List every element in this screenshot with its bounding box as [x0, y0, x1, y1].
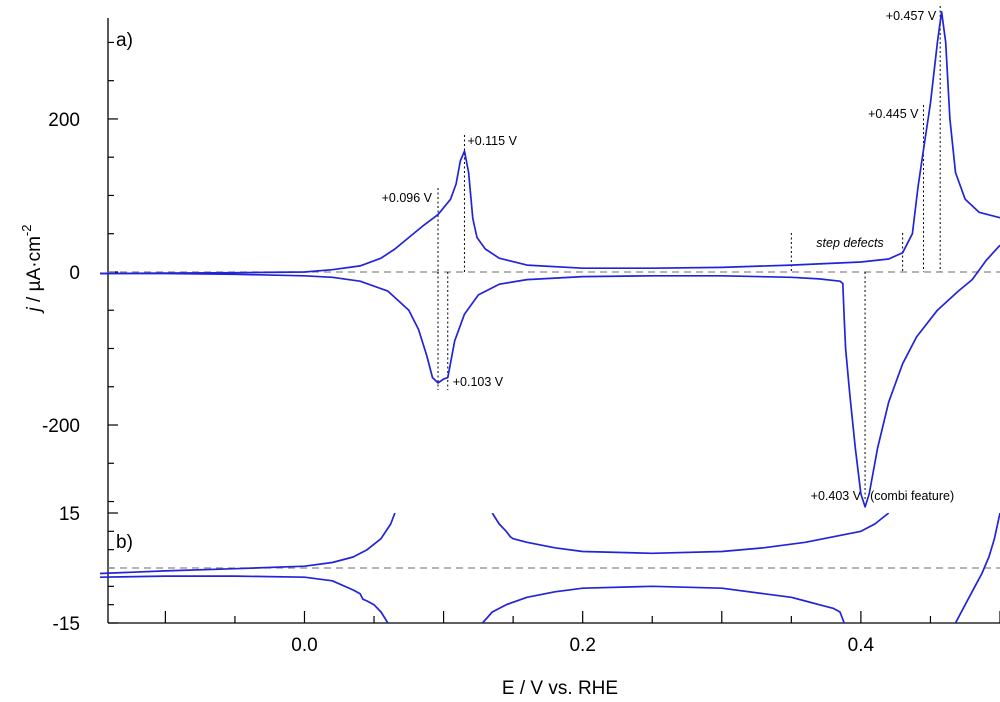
y-axis-label: j / µA·cm-2: [19, 225, 45, 315]
annotation-label: +0.445 V: [868, 107, 919, 121]
x-tick-label: 0.2: [569, 635, 595, 656]
y-tick-label-a: 200: [48, 110, 80, 131]
panel-b-series: [100, 513, 1000, 623]
series-line-2: [100, 575, 389, 623]
annotation-label: +0.115 V: [467, 134, 517, 148]
annotation-label: +0.096 V: [382, 191, 433, 205]
panel-a-label: a): [116, 30, 133, 51]
y-axis-title: j / µA·cm-2: [19, 225, 45, 315]
series-line-3: [481, 585, 845, 623]
y-tick-label-a: 0: [69, 263, 80, 284]
panel-a-axes: -200 0 200: [42, 18, 118, 513]
annotation-label: step defects: [816, 236, 883, 250]
y-tick-label-b: 15: [59, 504, 80, 525]
annotation-label: (combi feature): [870, 489, 954, 503]
annotation-label: +0.457 V: [886, 9, 937, 23]
y-tick-label-a: -200: [42, 416, 80, 437]
panel-a-markers: +0.096 V +0.115 V +0.103 V +0.445 V +0.457 V…: [382, 6, 954, 503]
panel-b-axes: -15 15 0.0 0.2 0.4: [53, 504, 1000, 656]
series-line-1: [100, 244, 1000, 508]
series-line-4: [954, 513, 1000, 623]
annotation-label: +0.403 V: [811, 489, 862, 503]
x-tick-label: 0.4: [848, 635, 875, 656]
x-axis-title: E / V vs. RHE: [502, 678, 618, 699]
panel-a-series: [100, 10, 1000, 508]
series-line-0: [100, 513, 396, 575]
panel-b-label: b): [116, 532, 133, 553]
series-line-0: [100, 10, 1000, 275]
y-tick-label-b: -15: [53, 614, 80, 635]
annotation-label: +0.103 V: [453, 375, 504, 389]
series-line-1: [491, 513, 890, 555]
x-tick-label: 0.0: [291, 635, 317, 656]
